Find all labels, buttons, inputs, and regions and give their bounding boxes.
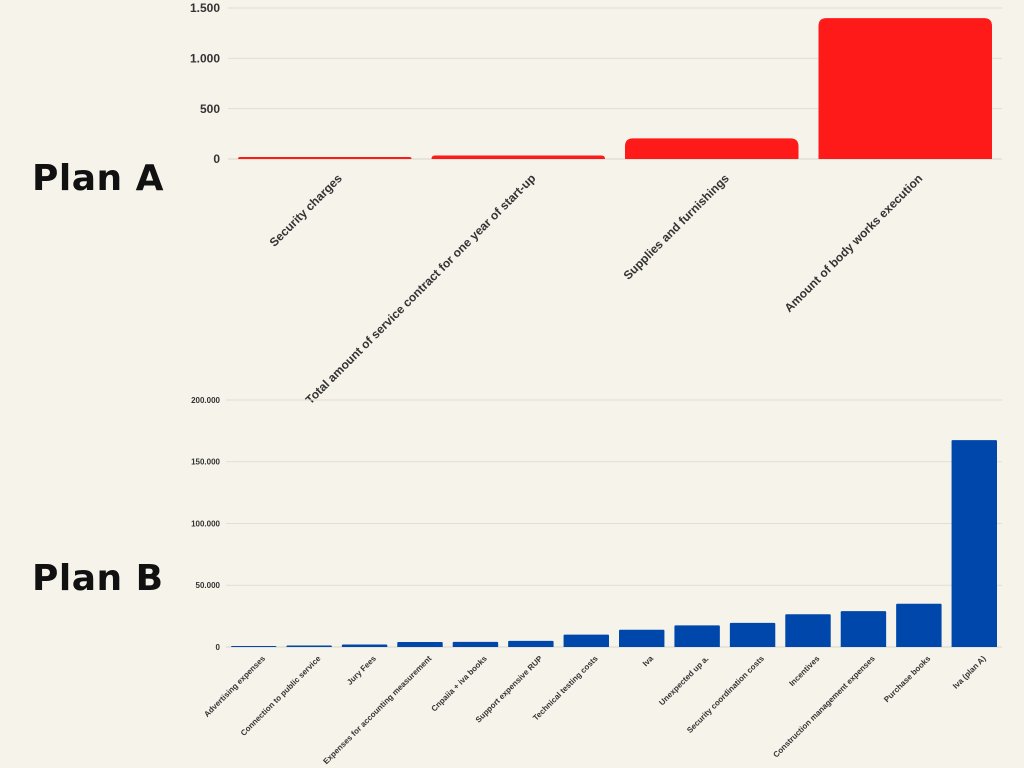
plan-b-category-label: Iva (plan A) [951,654,988,691]
plan-b-bar [508,640,554,647]
plan-b-bar [231,646,277,647]
plan-a-y-tick-label: 1.500 [190,1,220,15]
plan-a-y-tick-label: 500 [200,102,220,116]
plan-b-bar [674,625,720,647]
plan-a-bar [625,138,799,159]
plan-b-bar [563,634,609,647]
plan-b-y-tick-label: 150.000 [191,458,220,467]
plan-b-y-tick-label: 200.000 [191,396,220,405]
plan-b-category-label: Iva [641,654,656,669]
plan-b-bar [341,644,388,647]
plan-a-bar [431,155,605,159]
plan-b-category-label: Construction management expenses [771,654,877,760]
plan-a-label: Plan A [32,158,165,199]
plan-b-category-label: Unexpected up a. [657,654,710,707]
plan-b-bar [840,611,887,647]
plan-b-y-tick-label: 100.000 [191,519,220,528]
plan-b-bar [951,440,997,647]
plan-b-bar [729,622,776,647]
plan-b-category-label: Expenses for accounting measurement [321,654,433,766]
plan-b-category-label: Cnpaiia + iva books [430,654,490,714]
plan-b-label: Plan B [32,558,164,599]
plan-a-y-tick-label: 1.000 [190,52,220,66]
plan-b-category-label: Technical testing costs [531,654,600,723]
plan-b-bar [286,645,332,647]
plan-b-y-tick-label: 0 [216,643,221,652]
plan-b-category-label: Advertising expenses [202,654,267,719]
plan-a-bar [818,18,992,160]
plan-b-bar [397,642,443,647]
plan-b-category-label: Purchase books [882,654,932,704]
plan-a-bar [238,156,412,159]
plan-b-bar [619,629,665,647]
plan-b-bar [785,614,831,647]
plan-b-category-label: Incentives [787,654,821,688]
plan-b-bar [896,603,942,647]
plan-b-category-label: Jury Fees [345,654,378,687]
plan-b-bar [452,641,499,647]
plan-a-y-tick-label: 0 [213,152,220,166]
plan-b-y-tick-label: 50.000 [196,581,221,590]
